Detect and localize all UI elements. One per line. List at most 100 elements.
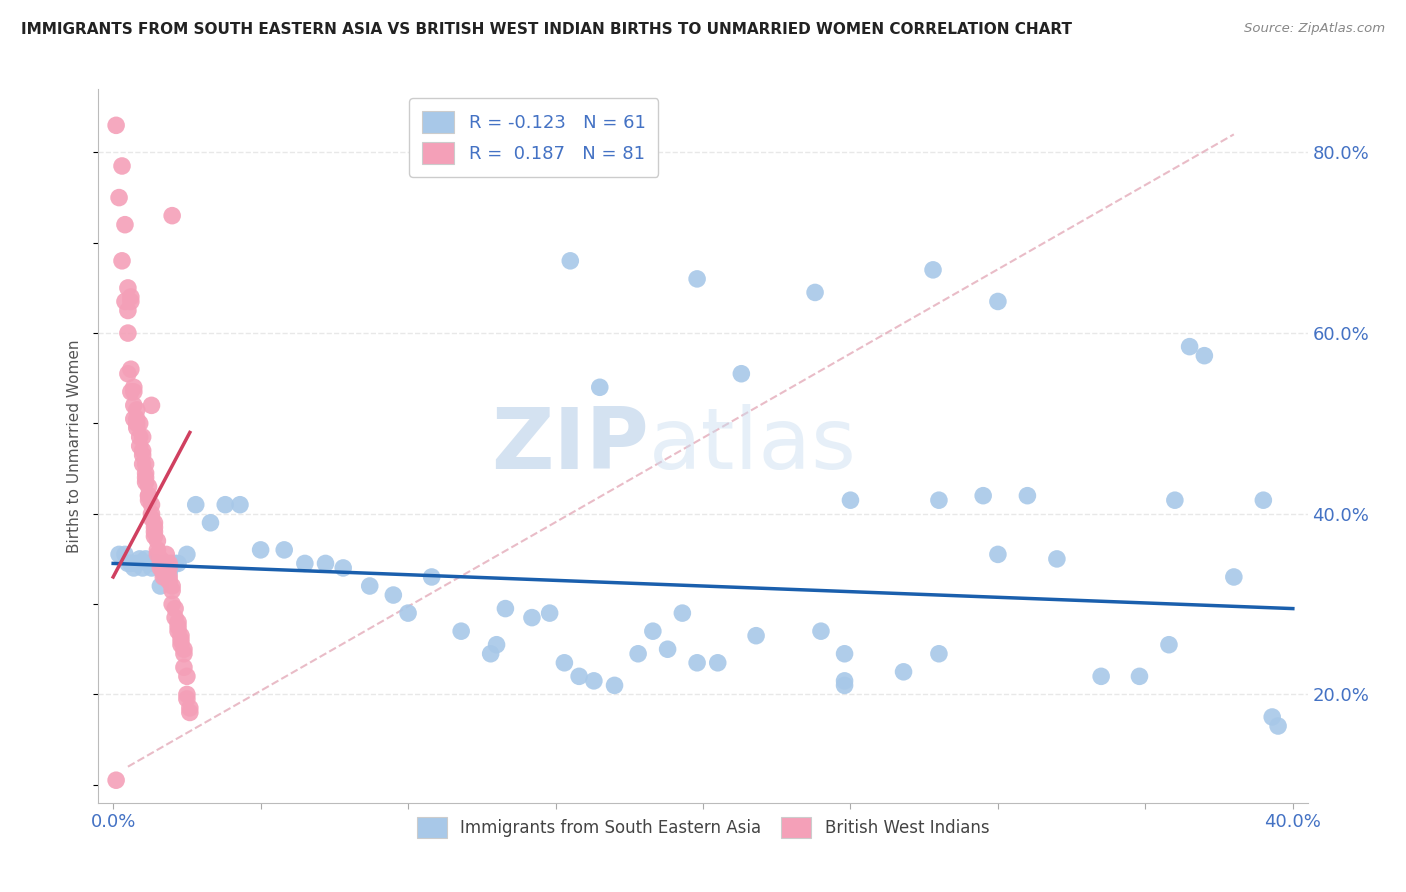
Point [1178,340,1201,354]
Text: IMMIGRANTS FROM SOUTH EASTERN ASIA VS BRITISH WEST INDIAN BIRTHS TO UNMARRIED WO: IMMIGRANTS FROM SOUTH EASTERN ASIA VS BR… [21,22,1073,37]
Point [128,439,150,453]
Point [125,412,148,426]
Point [114,294,136,309]
Point [1128,669,1150,683]
Point [450,624,472,639]
Point [167,624,190,639]
Point [146,533,169,548]
Point [332,561,354,575]
Point [143,557,166,571]
Point [105,119,128,133]
Point [125,421,148,435]
Point [179,701,201,715]
Point [165,557,187,571]
Point [671,606,693,620]
Point [135,552,157,566]
Point [157,570,180,584]
Point [141,498,163,512]
Point [176,669,198,683]
Legend: Immigrants from South Eastern Asia, British West Indians: Immigrants from South Eastern Asia, Brit… [411,811,995,845]
Point [135,475,157,490]
Point [396,606,419,620]
Point [657,642,679,657]
Point [128,552,150,566]
Point [893,665,915,679]
Point [120,290,142,304]
Point [167,557,190,571]
Point [987,548,1010,562]
Point [160,579,183,593]
Point [152,566,174,580]
Point [135,470,157,484]
Point [131,457,153,471]
Point [122,380,145,394]
Point [111,159,134,173]
Point [176,687,198,701]
Point [834,647,856,661]
Point [520,610,543,624]
Point [538,606,561,620]
Point [122,412,145,426]
Point [143,524,166,539]
Point [553,656,575,670]
Point [173,660,195,674]
Point [120,384,142,399]
Point [146,557,169,571]
Point [125,557,148,571]
Point [229,498,252,512]
Point [131,448,153,462]
Point [839,493,862,508]
Point [641,624,664,639]
Point [184,498,207,512]
Point [603,678,626,692]
Point [1267,719,1289,733]
Point [1157,638,1180,652]
Point [294,557,316,571]
Point [105,773,128,788]
Point [138,557,160,571]
Point [214,498,236,512]
Point [155,557,177,571]
Point [149,552,172,566]
Point [568,669,591,683]
Point [834,673,856,688]
Point [167,620,190,634]
Point [972,489,994,503]
Point [117,557,139,571]
Point [155,548,177,562]
Point [138,489,160,503]
Point [146,542,169,557]
Point [122,561,145,575]
Point [143,520,166,534]
Point [485,638,508,652]
Point [167,615,190,629]
Point [1046,552,1069,566]
Point [146,548,169,562]
Point [152,570,174,584]
Point [122,398,145,412]
Point [160,557,183,571]
Point [157,574,180,589]
Point [138,493,160,508]
Point [804,285,827,300]
Point [143,529,166,543]
Point [170,638,193,652]
Point [128,417,150,431]
Point [176,548,198,562]
Point [170,629,193,643]
Point [200,516,222,530]
Point [315,557,337,571]
Point [627,647,650,661]
Point [111,253,134,268]
Point [149,561,172,575]
Point [165,601,187,615]
Text: Source: ZipAtlas.com: Source: ZipAtlas.com [1244,22,1385,36]
Point [249,542,271,557]
Point [745,629,768,643]
Point [155,557,177,571]
Point [108,548,131,562]
Point [730,367,752,381]
Point [138,480,160,494]
Point [834,678,856,692]
Point [173,647,195,661]
